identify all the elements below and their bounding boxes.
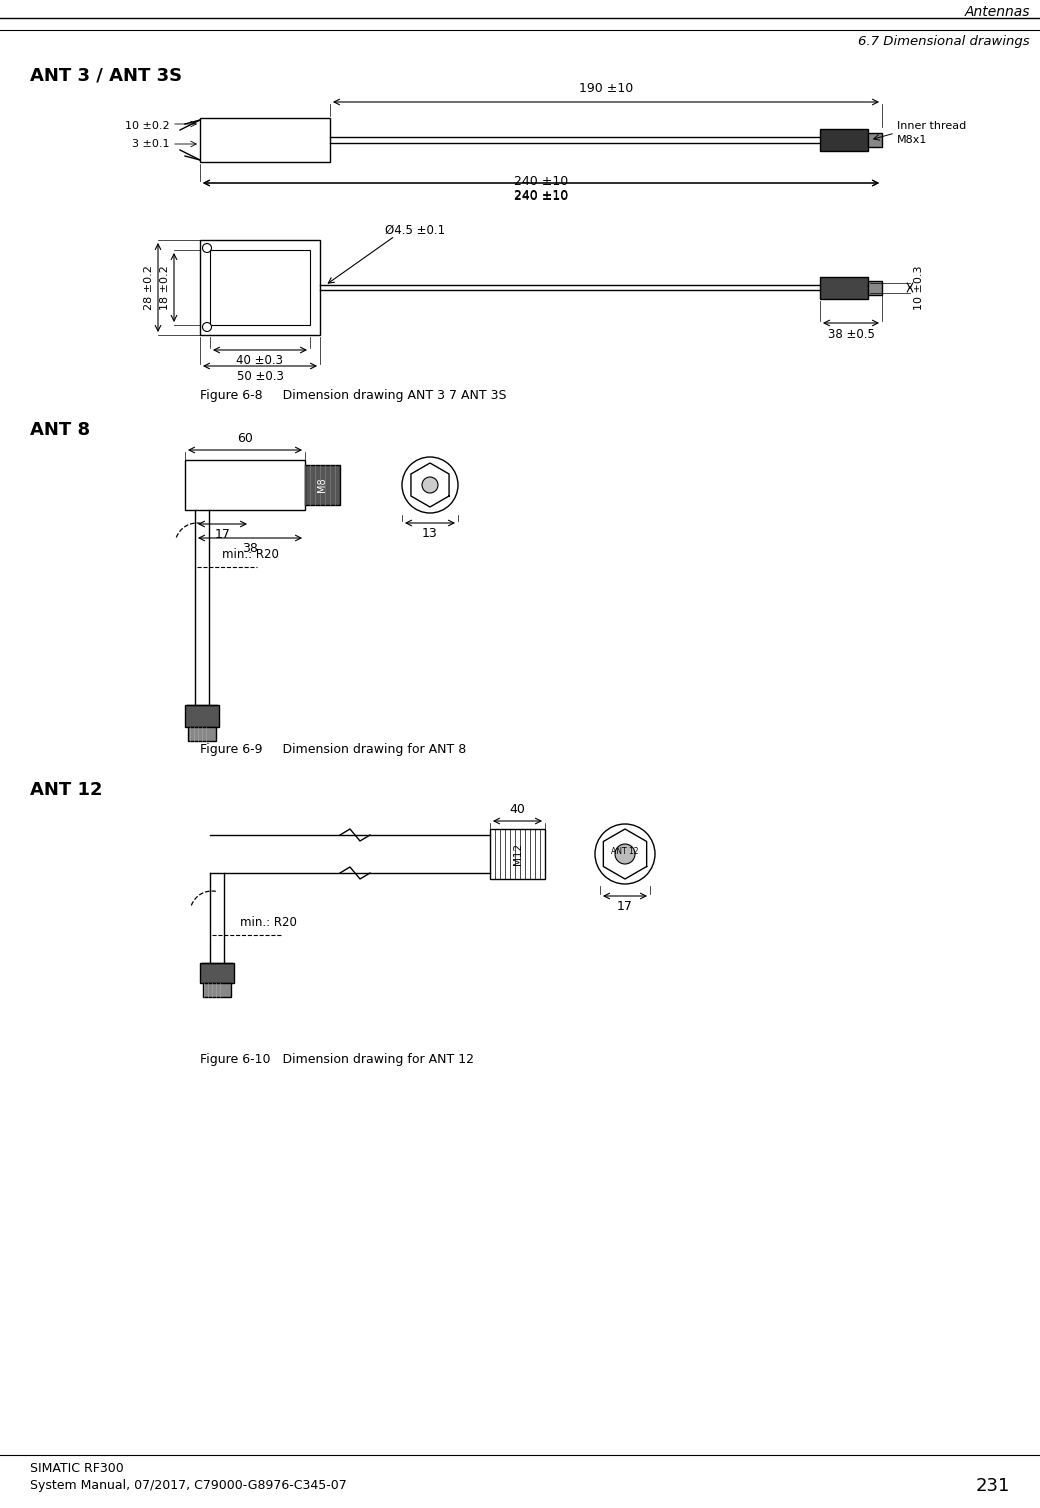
Text: 13: 13: [422, 526, 438, 540]
Text: 38: 38: [242, 541, 258, 555]
Text: ANT 12: ANT 12: [612, 847, 639, 857]
Text: 50 ±0.3: 50 ±0.3: [236, 369, 284, 383]
Text: Inner thread: Inner thread: [896, 121, 966, 131]
Text: 240 ±10: 240 ±10: [514, 190, 568, 204]
Text: System Manual, 07/2017, C79000-G8976-C345-07: System Manual, 07/2017, C79000-G8976-C34…: [30, 1479, 346, 1493]
Text: 28 ±0.2: 28 ±0.2: [144, 265, 154, 311]
Text: M8x1: M8x1: [896, 136, 928, 145]
Text: 10 ±0.2: 10 ±0.2: [126, 121, 170, 131]
Bar: [188, 727, 216, 740]
Bar: [200, 118, 330, 161]
Circle shape: [595, 823, 655, 884]
Text: 40 ±0.3: 40 ±0.3: [236, 354, 284, 366]
Text: min.: R20: min.: R20: [222, 549, 279, 561]
Bar: [820, 276, 868, 299]
Text: SIMATIC RF300: SIMATIC RF300: [30, 1461, 124, 1475]
Bar: [210, 250, 310, 326]
Circle shape: [203, 243, 211, 252]
Text: M8: M8: [317, 478, 328, 492]
Text: 18 ±0.2: 18 ±0.2: [160, 265, 170, 309]
Bar: [305, 464, 340, 505]
Text: Antennas: Antennas: [964, 5, 1030, 20]
Text: Figure 6-8     Dimension drawing ANT 3 7 ANT 3S: Figure 6-8 Dimension drawing ANT 3 7 ANT…: [200, 389, 506, 401]
Text: 17: 17: [214, 528, 231, 541]
Text: Ø4.5 ±0.1: Ø4.5 ±0.1: [385, 223, 445, 237]
Text: 231: 231: [976, 1476, 1010, 1494]
Bar: [200, 964, 234, 983]
Bar: [820, 130, 868, 151]
Text: 240 ±10: 240 ±10: [514, 175, 568, 188]
Text: 6.7 Dimensional drawings: 6.7 Dimensional drawings: [858, 36, 1030, 48]
Bar: [185, 460, 305, 510]
Text: 3 ±0.1: 3 ±0.1: [132, 139, 170, 149]
Bar: [868, 280, 882, 294]
Bar: [203, 983, 231, 997]
Text: 38 ±0.5: 38 ±0.5: [828, 329, 875, 341]
Bar: [490, 829, 545, 879]
Text: ANT 8: ANT 8: [30, 421, 90, 439]
Text: ANT 3 / ANT 3S: ANT 3 / ANT 3S: [30, 66, 182, 84]
Bar: [185, 706, 219, 727]
Bar: [200, 240, 320, 335]
Bar: [868, 133, 882, 146]
Text: 60: 60: [237, 431, 253, 445]
Text: 17: 17: [617, 900, 633, 912]
Text: M12: M12: [513, 843, 522, 866]
Circle shape: [615, 844, 635, 864]
Text: min.: R20: min.: R20: [240, 917, 296, 929]
Text: ANT 12: ANT 12: [30, 781, 103, 799]
Text: Figure 6-10   Dimension drawing for ANT 12: Figure 6-10 Dimension drawing for ANT 12: [200, 1054, 474, 1066]
Circle shape: [203, 323, 211, 332]
Text: 190 ±10: 190 ±10: [579, 81, 633, 95]
Circle shape: [422, 477, 438, 493]
Text: 10 ±0.3: 10 ±0.3: [914, 265, 924, 309]
Text: Figure 6-9     Dimension drawing for ANT 8: Figure 6-9 Dimension drawing for ANT 8: [200, 743, 466, 757]
Circle shape: [402, 457, 458, 513]
Text: 40: 40: [510, 802, 525, 816]
Text: 240 ±10: 240 ±10: [514, 188, 568, 202]
